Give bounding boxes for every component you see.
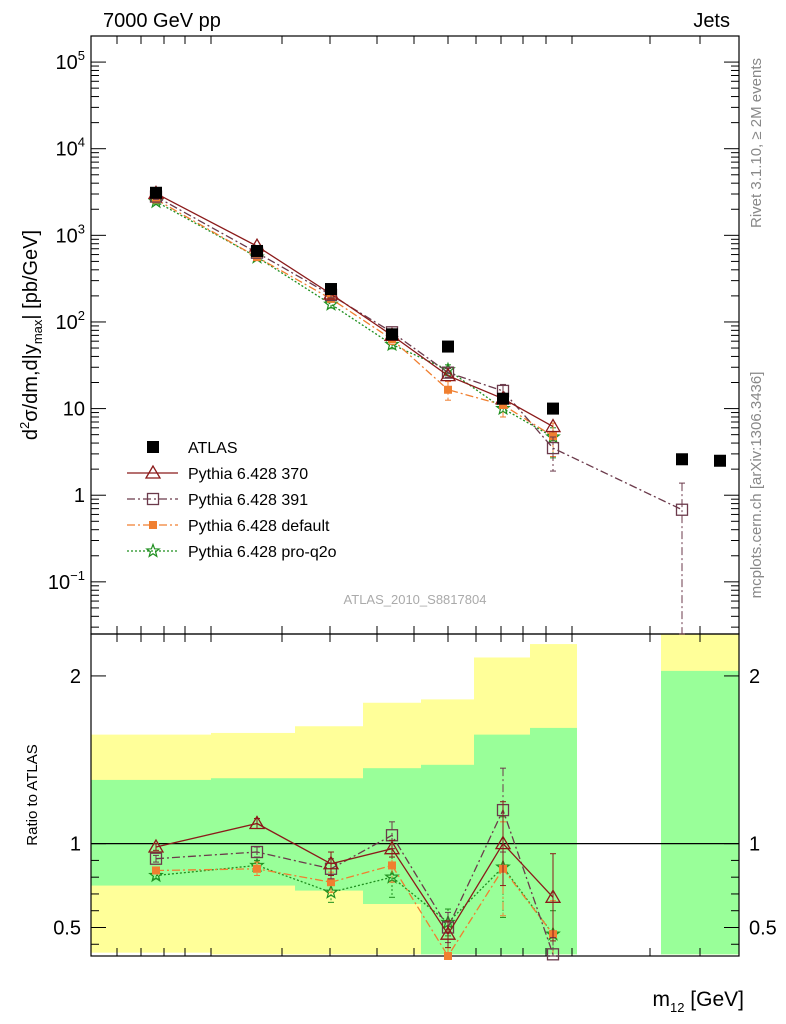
main-atlas-point — [676, 453, 688, 466]
mcplots-credit-label: mcplots.cern.ch [arXiv:1306.3436] — [748, 372, 765, 599]
main-p391-point — [546, 441, 560, 455]
category-label: Jets — [693, 10, 730, 32]
y-tick-exponent: 3 — [78, 221, 85, 236]
legend-pq2o-label: Pythia 6.428 pro-q2o — [188, 544, 337, 561]
ratio-p370-point — [439, 925, 457, 940]
legend-p391-marker — [146, 492, 160, 506]
ratio-p391-point — [546, 948, 560, 961]
ratio-p370-point — [544, 889, 562, 903]
rivet-version-label: Rivet 3.1.10, ≥ 2M events — [748, 58, 765, 228]
y-tick-base: 1 — [74, 485, 85, 507]
main-atlas-point — [547, 402, 559, 415]
y-tick-base: 10 — [48, 572, 70, 594]
ratio-series-layer — [147, 767, 562, 961]
y-tick-base: 10 — [63, 399, 85, 421]
legend-p370-label: Pythia 6.428 370 — [188, 466, 308, 483]
ratio-uncertainty-bands — [91, 634, 739, 955]
ratio-y-tick-label-right: 0.5 — [749, 917, 777, 939]
main-atlas-point — [150, 186, 162, 199]
legend-pdefault-label: Pythia 6.428 default — [188, 518, 330, 535]
y-tick-base: 10 — [56, 52, 78, 74]
ratio-y-tick-label-right: 2 — [749, 666, 760, 688]
y-tick-base: 10 — [56, 225, 78, 247]
ratio-pdefault-point — [388, 861, 396, 870]
ratio-plot-axes: 2 2 1 1 0.5 0.5 — [53, 633, 777, 957]
y-tick-exponent: 5 — [78, 48, 85, 63]
ratio-p391-point — [149, 852, 163, 865]
main-atlas-point — [497, 392, 509, 405]
ratio-p370-point — [322, 855, 340, 870]
ratio-y-tick-label-left: 2 — [70, 666, 81, 688]
y-tick-label: 105 — [56, 48, 85, 74]
ratio-pdefault-point — [444, 952, 452, 960]
ratio-p370-point — [383, 840, 401, 855]
y-tick-base: 10 — [56, 312, 78, 334]
ratio-p370-point — [147, 838, 165, 853]
green-band-bin-9 — [661, 670, 739, 955]
main-atlas-point — [714, 454, 726, 467]
ratio-p391-point — [250, 845, 264, 859]
main-series-layer — [147, 185, 726, 635]
energy-label: 7000 GeV pp — [103, 10, 221, 32]
main-atlas-point — [442, 340, 454, 353]
y-tick-exponent: 2 — [78, 308, 85, 323]
y-tick-label: 103 — [56, 221, 85, 247]
main-p391-point — [441, 366, 455, 379]
ratio-p370-point — [248, 815, 266, 830]
ratio-pdefault-point — [327, 878, 335, 887]
ratio-pq2o-point — [148, 867, 164, 883]
legend: ATLAS Pythia 6.428 370 Pythia 6.428 391 Pyt… — [127, 440, 337, 561]
legend-p370-marker — [144, 464, 162, 479]
main-p370-point — [439, 367, 457, 382]
y-tick-base: 10 — [56, 139, 78, 161]
y-tick-label: 1 — [74, 485, 85, 507]
main-atlas-point — [386, 328, 398, 341]
ratio-y-tick-label-right: 1 — [749, 834, 760, 856]
y-tick-exponent: 4 — [78, 135, 85, 150]
ratio-y-axis-label: Ratio to ATLAS — [24, 744, 41, 845]
legend-atlas-marker — [147, 441, 159, 453]
main-y-axis-label: d2σ/dm,d|ymax| [pb/GeV] — [17, 230, 45, 440]
main-pdefault-point — [499, 401, 507, 410]
main-pq2o-point — [323, 296, 339, 311]
ratio-pdefault-point — [152, 866, 160, 875]
main-atlas-point — [325, 283, 337, 296]
main-pq2o-point — [495, 400, 511, 416]
legend-atlas-label: ATLAS — [188, 440, 238, 457]
ratio-plot-frame — [90, 633, 740, 957]
main-pdefault-point — [253, 253, 261, 262]
legend-p391-label: Pythia 6.428 391 — [188, 492, 308, 509]
ratio-pq2o-point — [323, 884, 339, 899]
x-axis-label: m12 [GeV] — [653, 988, 745, 1015]
main-p370-line — [155, 192, 554, 428]
main-x-ticks — [116, 36, 701, 634]
main-pdefault-point — [549, 432, 557, 441]
ratio-y-tick-label-left: 0.5 — [53, 917, 81, 939]
main-p391-line — [155, 196, 683, 511]
y-tick-exponent: −1 — [70, 568, 85, 583]
green-band-bin-1 — [91, 779, 211, 886]
ratio-y-tick-label-left: 1 — [70, 834, 81, 856]
analysis-id-label: ATLAS_2010_S8817804 — [344, 592, 487, 607]
y-tick-label: 10−1 — [48, 568, 85, 594]
main-pdefault-point — [444, 385, 452, 394]
main-pq2o-point — [384, 336, 400, 352]
legend-pdefault-marker — [149, 521, 157, 529]
main-p391-point — [675, 503, 689, 516]
ratio-p370-point — [494, 835, 512, 850]
y-tick-label: 10 — [63, 399, 85, 421]
y-tick-label: 102 — [56, 308, 85, 334]
main-p370-point — [544, 418, 562, 433]
ratio-pq2o-point — [384, 868, 400, 884]
y-tick-label: 104 — [56, 135, 85, 161]
legend-pq2o-marker — [145, 542, 161, 558]
main-atlas-point — [251, 244, 263, 257]
ratio-pdefault-point — [253, 864, 261, 873]
